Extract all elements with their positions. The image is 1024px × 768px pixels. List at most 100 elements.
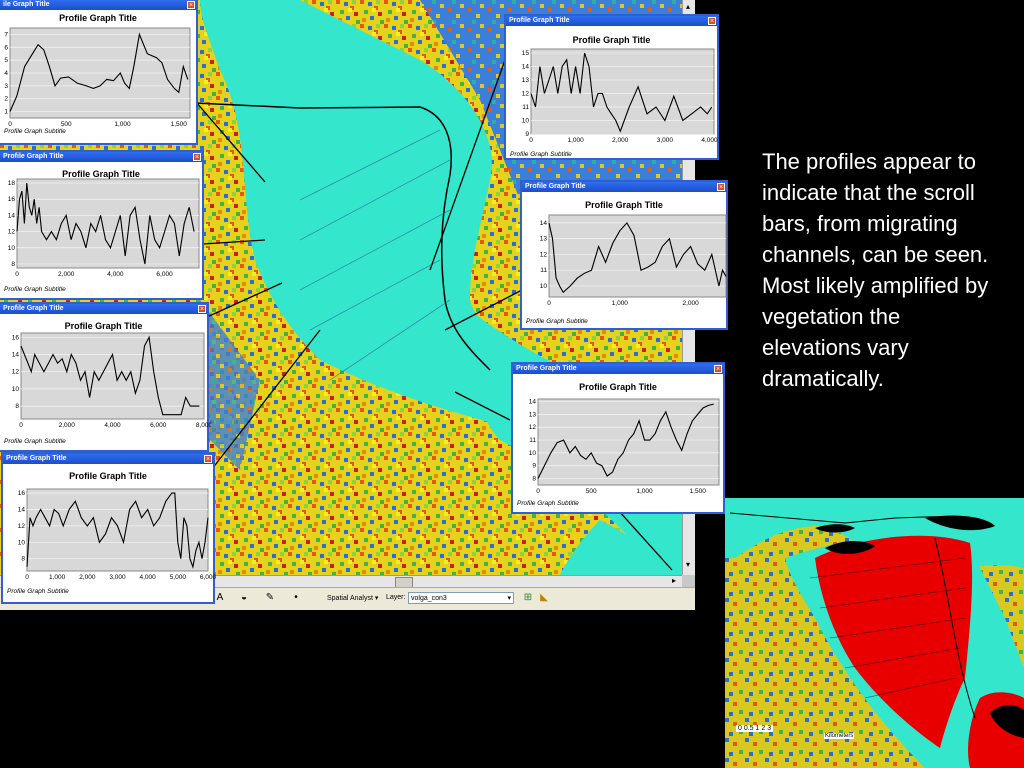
- y-tick-label: 13: [540, 236, 548, 243]
- graph-subtitle: Profile Graph Subtitle: [526, 318, 588, 325]
- scroll-right-icon[interactable]: ▸: [672, 576, 677, 585]
- y-tick-label: 15: [522, 50, 530, 57]
- profile-chart: 16 14 12 10 8 0 2,000 4,000 6,000 8,000: [12, 332, 211, 429]
- river-channel: [200, 0, 682, 470]
- profile-graph-window[interactable]: Profile Graph Title × 18 16 14 12 10 8 0 2,000 4,0…: [0, 150, 204, 300]
- profile-graph-window[interactable]: ile Graph Title × 7 6 5 4 3 2 1 0 500 1,000 1,500 Pro…: [0, 0, 198, 145]
- y-tick-label: 12: [18, 523, 26, 530]
- x-tick-label: 2,000: [682, 300, 699, 307]
- profile-chart: 14 13 12 11 10 9 80 500 1,000 1,500: [529, 398, 720, 495]
- x-tick-label: 0: [536, 488, 540, 495]
- window-titlebar[interactable]: Profile Graph Title: [0, 304, 207, 314]
- y-tick-label: 8: [21, 556, 25, 563]
- scale-bar-ticks: 0 0.5 1 2 3: [736, 725, 774, 732]
- scroll-up-icon[interactable]: ▴: [686, 2, 691, 11]
- close-icon[interactable]: ×: [204, 455, 212, 463]
- window-titlebar[interactable]: Profile Graph Title: [3, 454, 213, 464]
- x-tick-label: 0: [529, 137, 533, 144]
- close-icon[interactable]: ×: [717, 183, 725, 191]
- close-icon[interactable]: ×: [187, 1, 195, 9]
- x-tick-label: 6,000: [150, 422, 167, 429]
- x-tick-label: 1,000: [114, 121, 131, 128]
- window-titlebar[interactable]: Profile Graph Title: [0, 152, 202, 162]
- profile-line: [537, 403, 714, 479]
- y-tick-label: 12: [540, 251, 548, 258]
- profile-graph-window[interactable]: Profile Graph Title × 16 14 12 10 8 0 2,000 4,000…: [0, 302, 211, 452]
- y-tick-label: 18: [8, 180, 16, 187]
- x-tick-label: 1,000: [612, 300, 629, 307]
- window-titlebar[interactable]: Profile Graph Title: [506, 16, 717, 26]
- profile-line: [548, 221, 727, 294]
- profile-graph-window[interactable]: Profile Graph Title × 14 13 12 11 10 9 8 0 500 1,00…: [511, 362, 725, 514]
- y-tick-label: 12: [529, 424, 537, 431]
- graph-title: Profile Graph Title: [64, 321, 143, 331]
- y-tick-label: 10: [522, 118, 530, 125]
- x-tick-label: 0: [547, 300, 551, 307]
- close-icon[interactable]: ×: [714, 365, 722, 373]
- x-tick-label: 0: [8, 121, 12, 128]
- close-icon[interactable]: ×: [193, 153, 201, 161]
- x-tick-label: 0: [25, 574, 29, 581]
- y-tick-label: 14: [8, 212, 16, 219]
- y-tick-label: 9: [525, 131, 529, 138]
- plot-area: [548, 214, 727, 298]
- window-titlebar[interactable]: ile Graph Title: [0, 0, 196, 10]
- y-tick-label: 16: [18, 490, 26, 497]
- x-tick-label: 2,000: [612, 137, 629, 144]
- layer-select[interactable]: volga_con3 ▾: [408, 592, 514, 604]
- profile-graph-window[interactable]: Profile Graph Title × 14 13 12 11 10 0 1,000 2,00…: [520, 180, 728, 330]
- y-tick-label: 12: [12, 369, 20, 376]
- y-tick-label: 10: [540, 283, 548, 290]
- y-tick-label: 14: [540, 220, 548, 227]
- y-tick-label: 10: [12, 386, 20, 393]
- graph-title: Profile Graph Title: [69, 471, 147, 481]
- profile-graph-window[interactable]: Profile Graph Title × 16 14 12 10 8 0 1,000 2,000…: [1, 452, 217, 604]
- histogram-icon[interactable]: ⊞: [523, 592, 533, 603]
- graph-title: Profile Graph Title: [59, 13, 137, 23]
- profile-line: [20, 335, 200, 416]
- profile-tool-icon[interactable]: ◣: [540, 592, 548, 603]
- y-tick-label: 7: [4, 31, 8, 38]
- graph-subtitle: Profile Graph Subtitle: [4, 438, 66, 445]
- close-icon[interactable]: ×: [198, 305, 206, 313]
- y-tick-label: 13: [529, 411, 537, 418]
- marker-color-icon[interactable]: •: [294, 592, 298, 603]
- window-titlebar[interactable]: Profile Graph Title: [513, 364, 723, 374]
- x-tick-label: 3,000: [109, 574, 126, 581]
- scroll-down-icon[interactable]: ▾: [686, 560, 691, 569]
- graph-subtitle: Profile Graph Subtitle: [4, 286, 66, 293]
- x-tick-label: 2,000: [59, 422, 76, 429]
- graph-title: Profile Graph Title: [62, 169, 140, 179]
- text-tool-icon[interactable]: A: [216, 592, 224, 603]
- window-titlebar[interactable]: Profile Graph Title: [522, 182, 726, 192]
- y-tick-label: 16: [8, 196, 16, 203]
- y-tick-label: 14: [522, 64, 530, 71]
- y-tick-label: 12: [522, 91, 530, 98]
- x-tick-label: 500: [586, 488, 597, 495]
- inset-map: 0 0.5 1 2 3 Kilometers: [725, 498, 1024, 768]
- y-tick-label: 11: [529, 437, 536, 444]
- spatial-analyst-menu[interactable]: Spatial Analyst ▾: [327, 595, 379, 602]
- x-tick-label: 1,000: [567, 137, 584, 144]
- profile-graph-window[interactable]: Profile Graph Title × 15 14 13 12 11 10 9 0 1,000 2…: [504, 14, 719, 160]
- note-text: The profiles appear to indicate that the…: [762, 149, 989, 391]
- y-tick-label: 12: [8, 229, 16, 236]
- fill-color-icon[interactable]: ◒: [240, 592, 248, 603]
- profile-chart: 18 16 14 12 10 80 2,000 4,000 6,000: [8, 178, 200, 278]
- y-tick-label: 14: [18, 507, 26, 514]
- line-color-icon[interactable]: ✎: [265, 592, 275, 603]
- close-icon[interactable]: ×: [708, 17, 716, 25]
- scale-bar-unit: Kilometers: [824, 733, 855, 739]
- y-tick-label: 10: [18, 539, 26, 546]
- x-tick-label: 500: [61, 121, 72, 128]
- x-tick-label: 4,000: [104, 422, 121, 429]
- classified-map: [725, 498, 1024, 768]
- layer-label: Layer:: [386, 594, 406, 601]
- plot-area: [537, 398, 720, 486]
- y-tick-label: 10: [529, 450, 537, 457]
- y-tick-label: 11: [522, 104, 529, 111]
- profile-chart: 7 6 5 4 3 2 10 500 1,000 1,500: [4, 27, 191, 128]
- profile-chart: 15 14 13 12 11 10 90 1,000 2,000 3,000 4,000: [522, 48, 718, 144]
- x-tick-label: 0: [15, 271, 19, 278]
- graph-subtitle: Profile Graph Subtitle: [517, 500, 579, 507]
